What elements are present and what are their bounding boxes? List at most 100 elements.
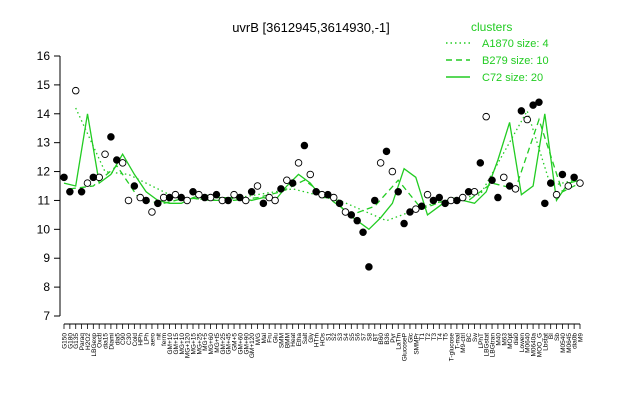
x-tick-label: T1 [419,333,426,341]
y-tick-label: 10 [37,222,51,236]
data-point-open [500,173,508,182]
y-tick-label: 14 [37,107,51,121]
data-point-open [576,179,584,187]
data-point-open [253,182,262,190]
x-tick-label: LPhT [478,333,485,349]
y-axis: 7 8 9 10 11 12 13 14 15 16 [37,49,61,323]
x-tick-label: SMMPr [413,332,420,355]
data-point-filled [382,147,391,156]
x-tick-label: Cold [132,333,139,347]
x-tick-label: M0640 [525,333,532,353]
data-point-filled [247,188,256,196]
x-tick-label: Gly [308,332,315,343]
x-tick-label: Etha [296,333,303,347]
legend-entry-label: A1870 size: 4 [482,38,549,50]
series-line-solid [63,113,581,231]
data-point-filled [435,193,444,202]
x-tick-label: S2 [331,333,338,341]
legend: clusters A1870 size: 4 B279 size: 10 C72 s… [446,20,549,84]
data-point-filled [335,199,344,208]
y-tick-label: 15 [37,78,51,92]
y-tick-label: 9 [43,251,50,265]
data-point-open [482,112,490,121]
x-tick-label: GM+45 [226,333,233,355]
data-point-open [511,185,520,193]
x-tick-label: Diami [108,333,115,350]
data-point-filled [488,176,496,184]
data-point-open [341,208,350,216]
data-point-filled [212,190,221,199]
data-point-open [118,159,127,167]
data-point-filled [89,173,98,182]
y-tick-label: 8 [43,280,50,294]
data-point-filled [236,193,244,202]
x-tick-label: M63 [501,333,508,346]
data-point-open [183,196,191,205]
data-point-filled [535,98,543,106]
x-tick-label: BI [548,333,555,339]
x-tick-label: M9-ctrl [460,332,467,352]
x-tick-label: MOO_G [536,333,543,357]
x-tick-label: dia15 [103,333,110,349]
x-tick-label: dia0 [513,333,520,346]
x-tick-label: dia0b [572,333,579,349]
series-layer [63,107,581,231]
data-point-filled [177,193,186,202]
data-point-filled [494,193,502,202]
data-point-filled [406,208,414,216]
data-point-open [329,193,338,202]
x-tick-label: G135 [73,333,80,349]
x-tick-label: Glu [273,333,280,344]
x-tick-label: Sw [472,333,479,342]
x-tick-label: SMM [278,333,285,348]
data-point-filled [371,196,379,205]
x-tick-label: LaTm [396,333,403,350]
x-tick-label: T3 [431,333,438,341]
x-tick-label: T4 [437,333,444,341]
data-point-open [242,196,250,205]
x-tick-label: GM+90 [243,333,250,355]
points-layer [60,86,584,271]
data-point-open [83,179,92,187]
data-point-open [171,190,180,199]
x-tick-label: MG+25 [196,333,203,355]
x-tick-label: LPh [144,333,151,345]
x-tick-label: aero [149,333,156,346]
x-tick-label: M0640a [531,333,538,357]
x-tick-label: Oxctl [97,332,104,347]
x-tick-label: Salt [302,333,309,344]
x-tick-label: C90 [120,333,127,345]
x-tick-label: B36 [384,333,391,345]
x-tick-label: C30 [126,333,133,345]
data-point-filled [570,173,578,182]
data-point-open [376,159,385,167]
data-point-open [294,159,303,167]
x-tick-label: GlucoseP [402,333,409,361]
y-tick-label: 13 [37,136,51,150]
data-point-open [388,167,397,176]
data-point-filled [288,179,297,187]
x-tick-label: Mal [261,332,268,343]
data-point-filled [189,188,197,196]
data-point-open [283,176,291,184]
x-tick-label: S1 [325,333,332,341]
data-point-filled [353,216,361,225]
data-point-filled [546,179,555,187]
x-tick-label: MG+60 [208,333,215,355]
data-point-open [101,150,109,158]
x-tick-label: Heat [290,333,297,347]
data-point-open [230,190,238,199]
data-point-filled [66,188,74,196]
data-point-filled [476,159,485,167]
x-tick-label: GM+10 [167,333,174,355]
x-tick-label: MG+10 [179,333,186,355]
data-point-filled [277,185,285,193]
x-tick-label: MG+5 [202,333,209,351]
series-line-dotted [75,107,575,222]
x-tick-label: Fru [267,333,274,343]
data-point-filled [347,211,356,219]
data-point-open [271,196,279,205]
x-tick-label: S4 [343,333,350,341]
data-point-open [136,193,144,202]
